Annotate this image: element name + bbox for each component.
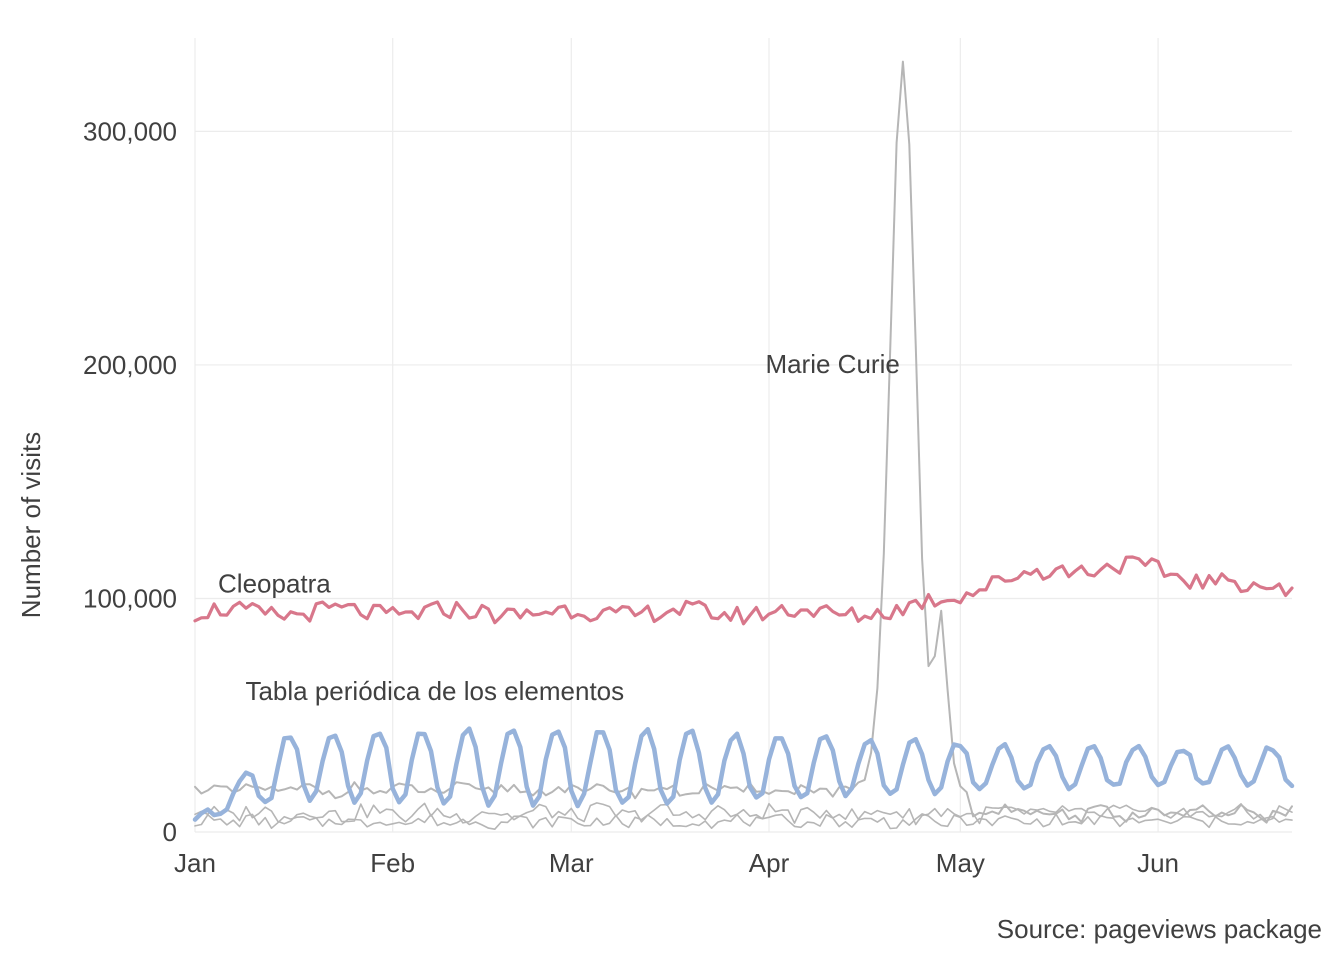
y-tick-label: 200,000 [83,350,177,380]
y-tick-label: 0 [163,817,177,847]
annotation-label: Tabla periódica de los elementos [245,676,624,706]
y-tick-label: 100,000 [83,583,177,613]
x-tick-label: Feb [370,848,415,878]
annotation-label: Cleopatra [218,568,331,598]
annotations: Cleopatra Marie Curie Tabla periódica de l… [218,349,900,706]
x-tick-label: May [936,848,985,878]
series-cleopatra [195,557,1292,624]
annotation-label: Marie Curie [765,349,899,379]
grid [195,38,1292,832]
pageviews-chart: 0 100,000 200,000 300,000 Jan Feb Mar Apr May Jun… [0,0,1344,960]
series-group [195,62,1292,830]
chart-svg: 0 100,000 200,000 300,000 Jan Feb Mar Apr May Jun… [0,0,1344,960]
source-caption: Source: pageviews package [997,914,1322,944]
x-tick-label: Jan [174,848,216,878]
x-tick-label: Mar [549,848,594,878]
x-tick-label: Apr [749,848,790,878]
series-marie-curie [195,62,1292,823]
y-axis-label: Number of visits [16,432,46,618]
y-tick-label: 300,000 [83,116,177,146]
x-tick-label: Jun [1137,848,1179,878]
